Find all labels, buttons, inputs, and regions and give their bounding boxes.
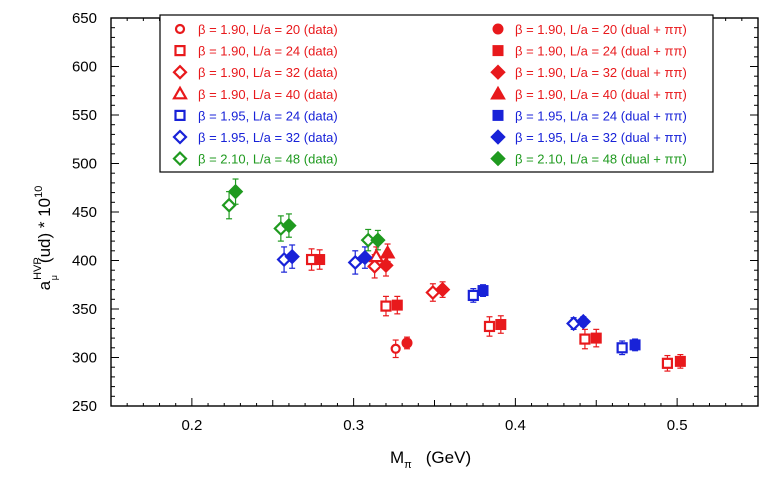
legend-marker: [492, 23, 504, 35]
data-point-diamond: [221, 197, 237, 213]
y-axis: 250 300 350 400 450 500 550 600 650: [72, 10, 758, 415]
data-point-diamond: [227, 183, 244, 200]
legend-label: β = 1.90, L/a = 40 (dual + ππ): [515, 87, 687, 102]
legend-marker: [490, 150, 506, 167]
data-point-triangle: [379, 244, 396, 259]
y-tick-label: 650: [72, 10, 97, 27]
legend-label: β = 1.95, L/a = 32 (data): [198, 130, 338, 145]
y-tick-label: 400: [72, 253, 97, 270]
legend-marker: [172, 85, 188, 100]
legend-label: β = 1.90, L/a = 20 (data): [198, 22, 338, 37]
legend-marker: [174, 23, 186, 35]
x-axis-label: Mπ (GeV): [390, 448, 471, 471]
legend-label: β = 2.10, L/a = 48 (dual + ππ): [515, 152, 687, 167]
y-tick-label: 300: [72, 350, 97, 367]
data-point-square: [380, 300, 392, 312]
data-point-square: [616, 342, 628, 354]
data-point-square: [314, 254, 326, 266]
legend-marker: [172, 151, 188, 167]
data-point-diamond: [370, 232, 386, 248]
data-point-square: [495, 319, 507, 331]
data-point-square: [590, 332, 602, 344]
y-tick-label: 350: [72, 301, 97, 318]
y-axis-label: aHVP μ(ud) * 1010: [32, 186, 59, 291]
y-tick-label: 500: [72, 156, 97, 173]
legend-label: β = 2.10, L/a = 48 (data): [198, 152, 338, 167]
legend-label: β = 1.95, L/a = 24 (data): [198, 108, 338, 123]
legend-marker: [174, 109, 186, 122]
y-tick-label: 550: [72, 107, 97, 124]
data-point-diamond: [434, 281, 451, 298]
data-point-square: [579, 333, 591, 345]
legend-label: β = 1.90, L/a = 32 (data): [198, 65, 338, 80]
data-point-square: [483, 320, 496, 333]
data-point-square: [661, 357, 674, 369]
data-markers: [221, 183, 686, 369]
data-point-diamond: [347, 254, 363, 270]
data-point-square: [674, 355, 686, 367]
x-tick-label: 0.2: [181, 417, 202, 434]
legend-label: β = 1.90, L/a = 24 (data): [198, 44, 338, 59]
legend-marker: [490, 64, 506, 80]
x-tick-label: 0.3: [343, 417, 364, 434]
legend-label: β = 1.90, L/a = 20 (dual + ππ): [515, 22, 687, 37]
legend-marker: [172, 64, 188, 80]
legend-marker: [174, 44, 186, 57]
legend-marker: [172, 129, 188, 145]
legend-label: β = 1.90, L/a = 32 (dual + ππ): [515, 65, 687, 80]
legend-marker: [490, 129, 506, 145]
legend-marker: [490, 85, 506, 100]
legend-box: [159, 14, 714, 173]
legend-label: β = 1.95, L/a = 32 (dual + ππ): [515, 130, 687, 145]
legend-label: β = 1.90, L/a = 40 (data): [198, 87, 338, 102]
data-point-diamond: [378, 257, 394, 274]
data-point-square: [629, 339, 641, 351]
data-point-triangle: [368, 248, 385, 263]
data-point-diamond: [575, 313, 592, 330]
y-tick-label: 250: [72, 398, 97, 415]
legend-label: β = 1.90, L/a = 24 (dual + ππ): [515, 44, 687, 59]
legend: β = 1.90, L/a = 20 (data) β = 1.90, L/a =…: [159, 14, 714, 173]
data-point-diamond: [367, 258, 383, 274]
data-point-diamond: [281, 217, 297, 234]
data-point-square: [477, 285, 489, 297]
legend-marker: [492, 109, 504, 121]
x-tick-label: 0.5: [667, 417, 688, 434]
legend-label: β = 1.95, L/a = 24 (dual + ππ): [515, 108, 687, 123]
data-point-diamond: [284, 248, 300, 265]
data-point-diamond: [357, 249, 373, 266]
x-tick-label: 0.4: [505, 417, 526, 434]
data-point-square: [391, 299, 403, 311]
data-point-circle: [401, 337, 413, 349]
data-point-circle: [390, 343, 401, 354]
y-tick-label: 600: [72, 59, 97, 76]
data-point-square: [467, 289, 479, 302]
error-bars: [226, 178, 684, 372]
y-tick-label: 450: [72, 204, 97, 221]
legend-marker: [492, 45, 504, 57]
